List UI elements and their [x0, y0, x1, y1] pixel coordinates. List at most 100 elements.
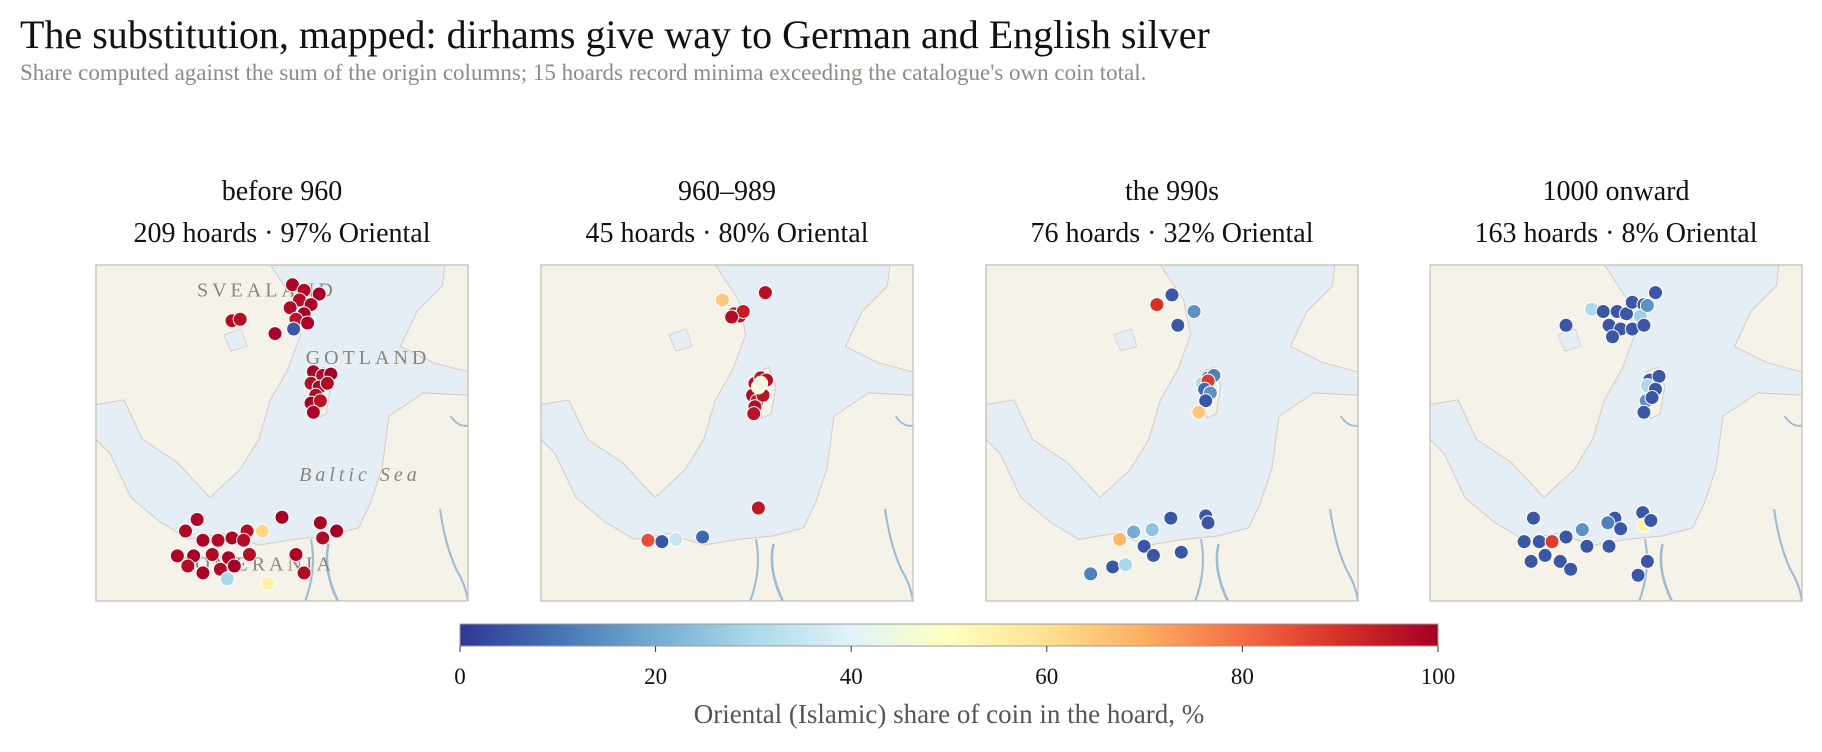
- hoard-point: [260, 576, 276, 592]
- hoard-point: [312, 515, 328, 531]
- hoard-point: [753, 375, 769, 391]
- hoard-point: [1639, 553, 1655, 569]
- colorbar-tick-label: 100: [1421, 664, 1456, 689]
- hoard-point: [226, 558, 242, 574]
- colorbar-label: Oriental (Islamic) share of coin in the …: [694, 699, 1205, 729]
- hoard-point: [267, 326, 283, 342]
- hoard-point: [296, 565, 312, 581]
- hoard-point: [189, 512, 205, 528]
- hoard-point: [1630, 567, 1646, 583]
- hoard-point: [288, 547, 304, 563]
- colorbar-tick-label: 40: [840, 664, 863, 689]
- hoard-point: [195, 532, 211, 548]
- hoard-point: [1563, 561, 1579, 577]
- colorbar: 0 20 40 60 80 100 Oriental (Islamic) share of …: [454, 623, 1456, 729]
- panel-subtitle: 209 hoards · 97% Oriental: [133, 218, 430, 249]
- colorbar-tick-label: 20: [644, 664, 667, 689]
- hoard-point: [300, 315, 316, 331]
- panel-subtitle: 163 hoards · 8% Oriental: [1474, 218, 1757, 249]
- hoard-point: [1644, 390, 1660, 406]
- hoard-point: [640, 532, 656, 548]
- hoard-point: [1595, 303, 1611, 319]
- hoard-point: [1149, 297, 1165, 313]
- colorbar-tick-label: 80: [1231, 664, 1254, 689]
- page-title: The substitution, mapped: dirhams give w…: [20, 12, 1210, 57]
- hoard-point: [305, 404, 321, 420]
- hoard-point: [668, 531, 684, 547]
- hoard-point: [329, 523, 345, 539]
- hoard-point: [1144, 522, 1160, 538]
- page-subtitle: Share computed against the sum of the or…: [20, 60, 1146, 85]
- map-panel: 960–989 45 hoards · 80% Oriental: [539, 176, 915, 603]
- hoard-point: [1531, 534, 1547, 550]
- hoard-point: [169, 548, 185, 564]
- hoard-point: [1544, 534, 1560, 550]
- hoard-point: [1639, 298, 1655, 314]
- hoard-point: [312, 393, 328, 409]
- hoard-point: [1516, 534, 1532, 550]
- basemap: [94, 263, 470, 603]
- hoard-point: [1600, 515, 1616, 531]
- hoard-point: [232, 311, 248, 327]
- colorbar-tick-label: 0: [454, 664, 466, 689]
- panel-title: 960–989: [678, 176, 776, 207]
- hoard-point: [1601, 538, 1617, 554]
- panel-title: before 960: [222, 176, 343, 207]
- hoard-point: [311, 286, 327, 302]
- hoard-point: [195, 565, 211, 581]
- panel-title: the 990s: [1125, 176, 1219, 207]
- hoard-point: [1163, 510, 1179, 526]
- hoard-point: [1170, 317, 1186, 333]
- hoard-point: [1136, 538, 1152, 554]
- hoard-point: [1164, 287, 1180, 303]
- hoard-point: [1537, 547, 1553, 563]
- hoard-point: [1105, 559, 1121, 575]
- hoard-point: [1558, 317, 1574, 333]
- hoard-point: [1083, 566, 1099, 582]
- hoard-point: [315, 530, 331, 546]
- colorbar-gradient: [459, 623, 1439, 647]
- hoard-point: [286, 321, 302, 337]
- colorbar-tick-label: 60: [1035, 664, 1058, 689]
- hoard-point: [724, 309, 740, 325]
- region-label: Baltic Sea: [299, 464, 421, 486]
- hoard-point: [1118, 557, 1133, 573]
- hoard-point: [180, 558, 196, 574]
- hoard-point: [1552, 553, 1568, 569]
- panel-subtitle: 45 hoards · 80% Oriental: [585, 218, 868, 249]
- hoard-point: [236, 532, 252, 548]
- basemap: [984, 263, 1360, 603]
- hoard-point: [1613, 521, 1629, 537]
- hoard-point: [1186, 303, 1202, 319]
- hoard-point: [241, 547, 257, 563]
- hoard-point: [1112, 531, 1128, 547]
- hoard-point: [1198, 393, 1214, 409]
- hoard-point: [695, 529, 711, 545]
- region-label: GOTLAND: [306, 347, 431, 369]
- panel-title: 1000 onward: [1543, 176, 1690, 207]
- hoard-point: [1651, 368, 1667, 384]
- hoard-point: [750, 500, 766, 516]
- hoard-point: [178, 523, 194, 539]
- hoard-point: [746, 406, 762, 422]
- hoard-point: [1579, 538, 1595, 554]
- hoard-point: [1145, 547, 1161, 563]
- hoard-point: [319, 375, 335, 391]
- hoard-point: [219, 571, 235, 587]
- hoard-point: [1636, 404, 1652, 420]
- hoard-point: [757, 285, 773, 301]
- panel-subtitle: 76 hoards · 32% Oriental: [1030, 218, 1313, 249]
- hoard-point: [210, 532, 226, 548]
- hoard-point: [274, 509, 290, 525]
- hoard-point: [204, 547, 220, 563]
- hoard-point: [1636, 317, 1652, 333]
- hoard-point: [1523, 553, 1539, 569]
- hoard-point: [1525, 510, 1541, 526]
- hoard-point: [1191, 404, 1207, 420]
- map-panel: the 990s 76 hoards · 32% Oriental: [984, 176, 1360, 603]
- hoard-point: [1605, 329, 1621, 345]
- hoard-point: [254, 523, 270, 539]
- hoard-point: [1574, 522, 1590, 538]
